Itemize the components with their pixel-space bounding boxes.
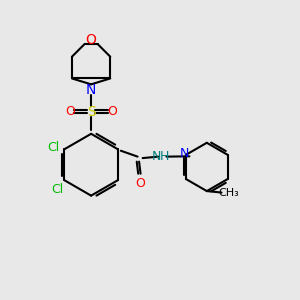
Text: N: N [152,150,161,163]
Text: N: N [86,82,96,97]
Text: O: O [86,33,97,46]
Text: Cl: Cl [47,141,59,154]
Text: CH₃: CH₃ [218,188,239,197]
Text: S: S [87,105,95,119]
Text: H: H [159,150,169,163]
Text: N: N [180,147,189,160]
Text: O: O [107,105,117,118]
Text: O: O [65,105,75,118]
Text: Cl: Cl [51,182,63,196]
Text: O: O [136,177,146,190]
